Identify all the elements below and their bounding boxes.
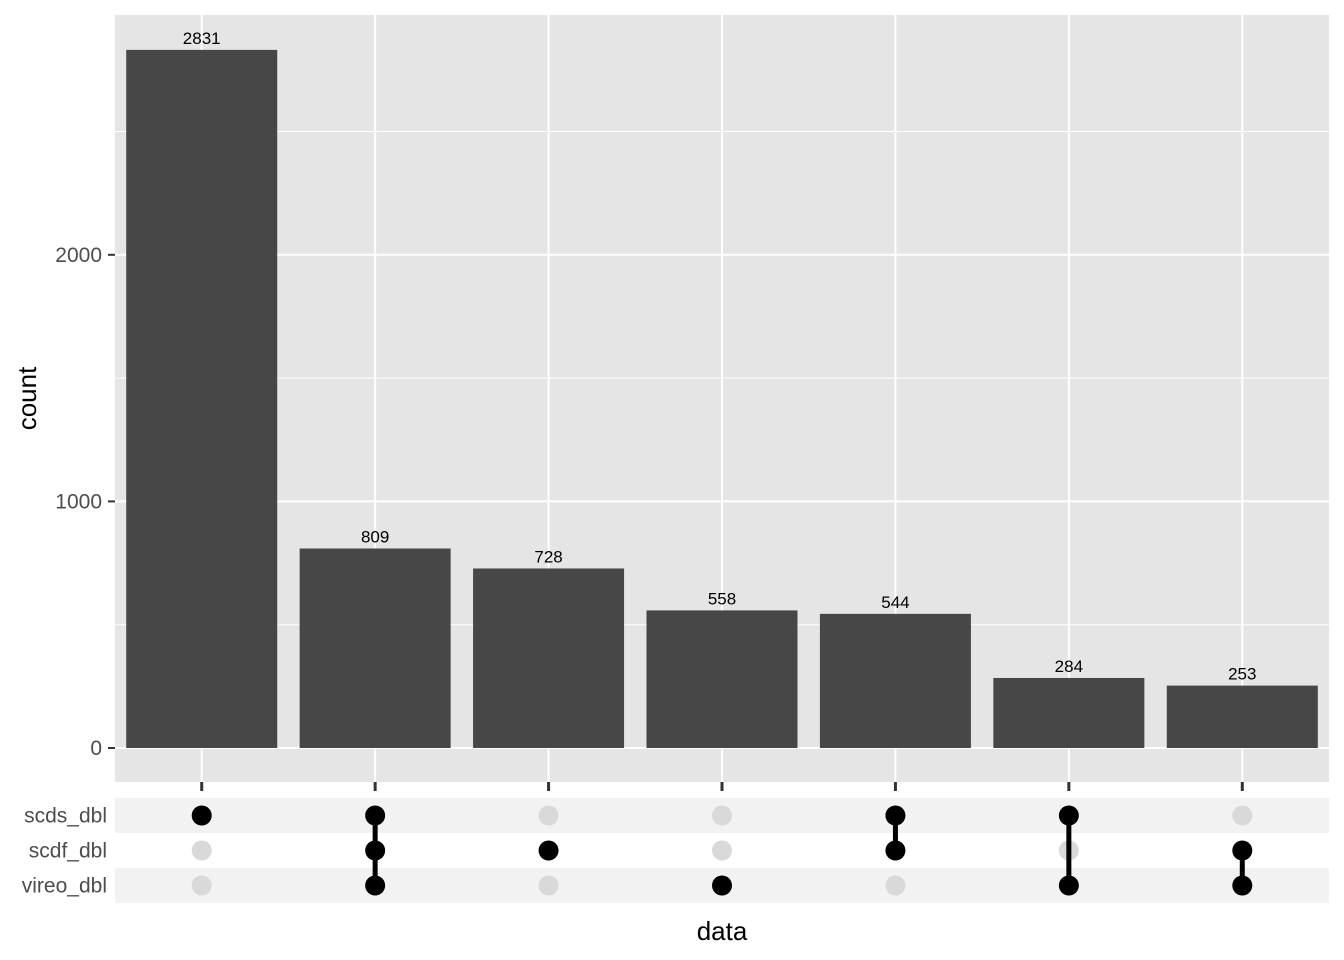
intersection-matrix: scds_dbl scdf_dbl vireo_dbl — [22, 798, 1329, 903]
active-dot — [1058, 805, 1079, 826]
bar-value-label: 728 — [534, 547, 562, 566]
y-axis-title: count — [12, 366, 42, 430]
set-label: scdf_dbl — [29, 840, 107, 863]
bar — [646, 610, 798, 748]
x-axis-ticks — [200, 782, 1244, 791]
inactive-dot — [712, 840, 732, 861]
active-dot — [885, 840, 906, 861]
active-dot — [1232, 840, 1253, 861]
active-dot — [538, 840, 559, 861]
set-label: vireo_dbl — [22, 875, 107, 898]
bar — [1166, 685, 1318, 748]
bar-value-label: 544 — [881, 593, 909, 612]
bar — [299, 548, 451, 748]
y-axis: 0 1000 2000 — [55, 244, 115, 760]
bar-value-label: 558 — [708, 589, 736, 608]
bars — [126, 49, 1318, 748]
y-tick-label: 2000 — [55, 244, 102, 267]
bar-labels: 2831 809 728 558 544 284 253 — [183, 29, 1257, 684]
inactive-dot — [191, 875, 212, 896]
inactive-dot — [1232, 805, 1253, 826]
active-dot — [365, 875, 386, 896]
y-tick-label: 0 — [90, 737, 102, 760]
active-dot — [1232, 875, 1253, 896]
bar-value-label: 2831 — [183, 29, 221, 48]
active-dot — [885, 805, 906, 826]
inactive-dot — [538, 805, 559, 826]
bar — [473, 568, 625, 748]
active-dot — [1058, 875, 1079, 896]
inactive-dot — [191, 840, 212, 861]
active-dot — [365, 805, 386, 826]
inactive-dot — [712, 805, 732, 826]
bar-value-label: 253 — [1228, 665, 1256, 684]
bar — [993, 677, 1145, 748]
active-dot — [712, 875, 732, 896]
set-label: scds_dbl — [24, 805, 107, 828]
active-dot — [191, 805, 212, 826]
x-axis-title: data — [697, 916, 748, 946]
bar-value-label: 284 — [1055, 657, 1083, 676]
inactive-dot — [885, 875, 906, 896]
bar — [819, 613, 971, 748]
inactive-dot — [538, 875, 559, 896]
active-dot — [365, 840, 386, 861]
bar-value-label: 809 — [361, 528, 389, 547]
bar — [126, 49, 278, 748]
y-tick-label: 1000 — [55, 490, 102, 513]
